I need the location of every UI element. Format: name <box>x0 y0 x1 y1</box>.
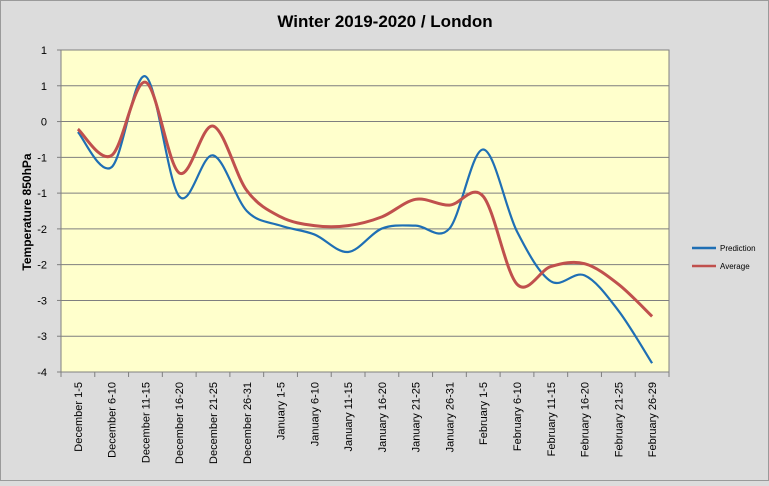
chart-title: Winter 2019-2020 / London <box>277 12 492 31</box>
y-axis-label: Temperature 850hPa <box>20 153 34 270</box>
y-tick-label: -3 <box>37 331 47 343</box>
x-tick-label: February 21-25 <box>613 382 625 457</box>
legend-label-average: Average <box>720 262 750 271</box>
series-line-average <box>76 80 654 318</box>
x-axis-ticks: December 1-5 December 6-10 December 11-15 D… <box>60 372 670 464</box>
y-tick-label: -3 <box>37 295 47 307</box>
x-tick-label: January 26-31 <box>444 382 456 452</box>
y-tick-label: -1 <box>37 188 47 200</box>
y-tick-label: -2 <box>37 224 47 236</box>
x-tick-label: February 11-15 <box>546 382 558 456</box>
x-tick-label: February 26-29 <box>647 382 659 457</box>
x-tick-label: February 6-10 <box>512 382 524 451</box>
y-axis-ticks: 1 1 0 -1 -1 -2 -2 -3 -3 -4 <box>37 45 61 379</box>
x-tick-label: January 21-25 <box>411 382 423 452</box>
series-lines <box>76 75 654 364</box>
y-tick-label: -4 <box>37 367 47 379</box>
y-tick-label: 1 <box>41 45 47 57</box>
y-tick-label: 0 <box>41 117 47 129</box>
x-tick-label: January 1-5 <box>276 382 288 440</box>
plot-area <box>60 49 670 373</box>
legend: Prediction Average <box>692 244 756 271</box>
x-tick-label: December 26-31 <box>242 382 254 464</box>
x-tick-label: December 1-5 <box>73 382 85 452</box>
x-tick-label: December 21-25 <box>208 382 220 464</box>
y-tick-label: -1 <box>37 152 47 164</box>
x-tick-label: January 6-10 <box>309 382 321 446</box>
x-tick-label: December 11-15 <box>140 382 152 463</box>
x-tick-label: January 11-15 <box>343 382 355 452</box>
y-tick-label: -2 <box>37 260 47 272</box>
x-tick-label: February 16-20 <box>580 382 592 457</box>
y-tick-label: 1 <box>41 81 47 93</box>
x-tick-label: December 16-20 <box>174 382 186 464</box>
series-line-prediction <box>77 75 654 364</box>
legend-label-prediction: Prediction <box>720 244 756 253</box>
x-tick-label: December 6-10 <box>107 382 119 458</box>
x-tick-label: January 16-20 <box>377 382 389 452</box>
x-tick-label: February 1-5 <box>478 382 490 445</box>
